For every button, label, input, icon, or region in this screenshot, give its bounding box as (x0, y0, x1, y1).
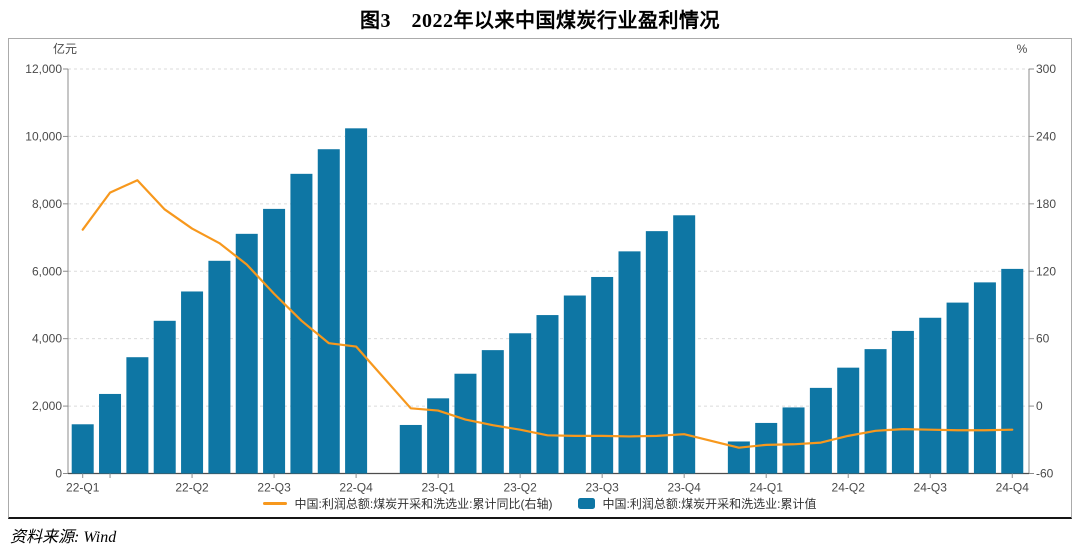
profit-bar (427, 398, 450, 474)
chart-title: 图3 2022年以来中国煤炭行业盈利情况 (360, 10, 720, 32)
profit-bar (946, 302, 969, 474)
right-axis-tick-label: 240 (1036, 129, 1056, 143)
profit-bar (809, 387, 832, 474)
profit-bar (317, 149, 340, 474)
legend-label-yoy: 中国:利润总额:煤炭开采和洗选业:累计同比(右轴) (294, 497, 553, 511)
x-axis-tick-label: 23-Q1 (421, 481, 455, 495)
right-axis-tick-label: 120 (1036, 264, 1056, 278)
left-axis-unit-label: 亿元 (53, 41, 77, 56)
x-axis-tick-label: 24-Q4 (996, 481, 1030, 495)
legend: 中国:利润总额:煤炭开采和洗选业:累计同比(右轴) 中国:利润总额:煤炭开采和洗… (9, 495, 1071, 512)
left-axis-tick-label: 8,000 (32, 197, 62, 211)
left-axis-tick-label: 4,000 (32, 332, 62, 346)
profit-bar (71, 424, 94, 474)
profit-bar (673, 215, 696, 474)
yoy-line (81, 179, 1014, 449)
right-axis-tick-label: -60 (1036, 467, 1054, 481)
profit-bar (481, 350, 504, 474)
x-axis-tick-label: 24-Q1 (750, 481, 784, 495)
profit-bar (208, 260, 231, 474)
profit-bar (973, 282, 996, 474)
x-axis-tick-label: 24-Q2 (832, 481, 866, 495)
bar-swatch-icon (578, 498, 596, 509)
profit-bar (919, 317, 942, 474)
profit-bar (536, 315, 559, 474)
profit-bar (454, 373, 477, 474)
profit-bar (509, 333, 532, 474)
profit-bar (618, 251, 641, 474)
x-axis-tick-label: 22-Q1 (66, 481, 100, 495)
x-axis-tick-label: 22-Q2 (175, 481, 209, 495)
profit-bar (181, 291, 204, 474)
profit-bar (263, 208, 286, 474)
legend-item-yoy-line: 中国:利润总额:煤炭开采和洗选业:累计同比(右轴) (263, 495, 552, 512)
profit-bar (563, 295, 586, 474)
profit-bar (864, 349, 887, 474)
data-source: 资料来源: Wind (10, 529, 117, 546)
profit-bar (591, 276, 614, 474)
chart-svg: 12,000 300 10,000 240 8,000 180 6,000 120 4,000 6… (25, 41, 1056, 495)
legend-item-profit-bar: 中国:利润总额:煤炭开采和洗选业:累计值 (578, 495, 817, 512)
profit-bar (755, 422, 778, 474)
x-axis-tick-label: 24-Q3 (914, 481, 948, 495)
x-axis-tick-label: 22-Q4 (339, 481, 373, 495)
line-swatch-icon (263, 502, 288, 505)
profit-bar (891, 330, 914, 474)
x-axis-tick-label: 23-Q4 (668, 481, 702, 495)
profit-bar (235, 233, 258, 474)
right-axis-unit-label: % (1017, 42, 1028, 56)
x-axis-tick-label: 22-Q3 (257, 481, 291, 495)
profit-bar (782, 407, 805, 474)
x-axis-tick-label: 23-Q2 (503, 481, 537, 495)
right-axis-tick-label: 60 (1036, 332, 1050, 346)
right-axis-tick-label: 180 (1036, 197, 1056, 211)
x-axis-tick-label: 23-Q3 (585, 481, 619, 495)
left-axis-tick-label: 6,000 (32, 264, 62, 278)
profit-bar (345, 128, 368, 474)
profit-bar (290, 173, 313, 474)
right-axis-tick-label: 300 (1036, 62, 1056, 76)
profit-bar (153, 320, 176, 474)
profit-bar (99, 393, 122, 474)
left-axis-tick-label: 0 (55, 467, 62, 481)
left-axis-tick-label: 12,000 (25, 62, 62, 76)
legend-label-profit: 中国:利润总额:煤炭开采和洗选业:累计值 (602, 497, 817, 511)
chart-panel: 12,000 300 10,000 240 8,000 180 6,000 120 4,000 6… (8, 38, 1072, 519)
left-axis-tick-label: 10,000 (25, 129, 62, 143)
profit-bar (1001, 268, 1024, 474)
left-axis-tick-label: 2,000 (32, 399, 62, 413)
profit-bar (399, 424, 422, 474)
profit-bar (126, 357, 149, 474)
profit-bar (837, 367, 860, 474)
right-axis-tick-label: 0 (1036, 399, 1043, 413)
profit-bar (727, 441, 750, 474)
profit-bar (645, 231, 668, 474)
